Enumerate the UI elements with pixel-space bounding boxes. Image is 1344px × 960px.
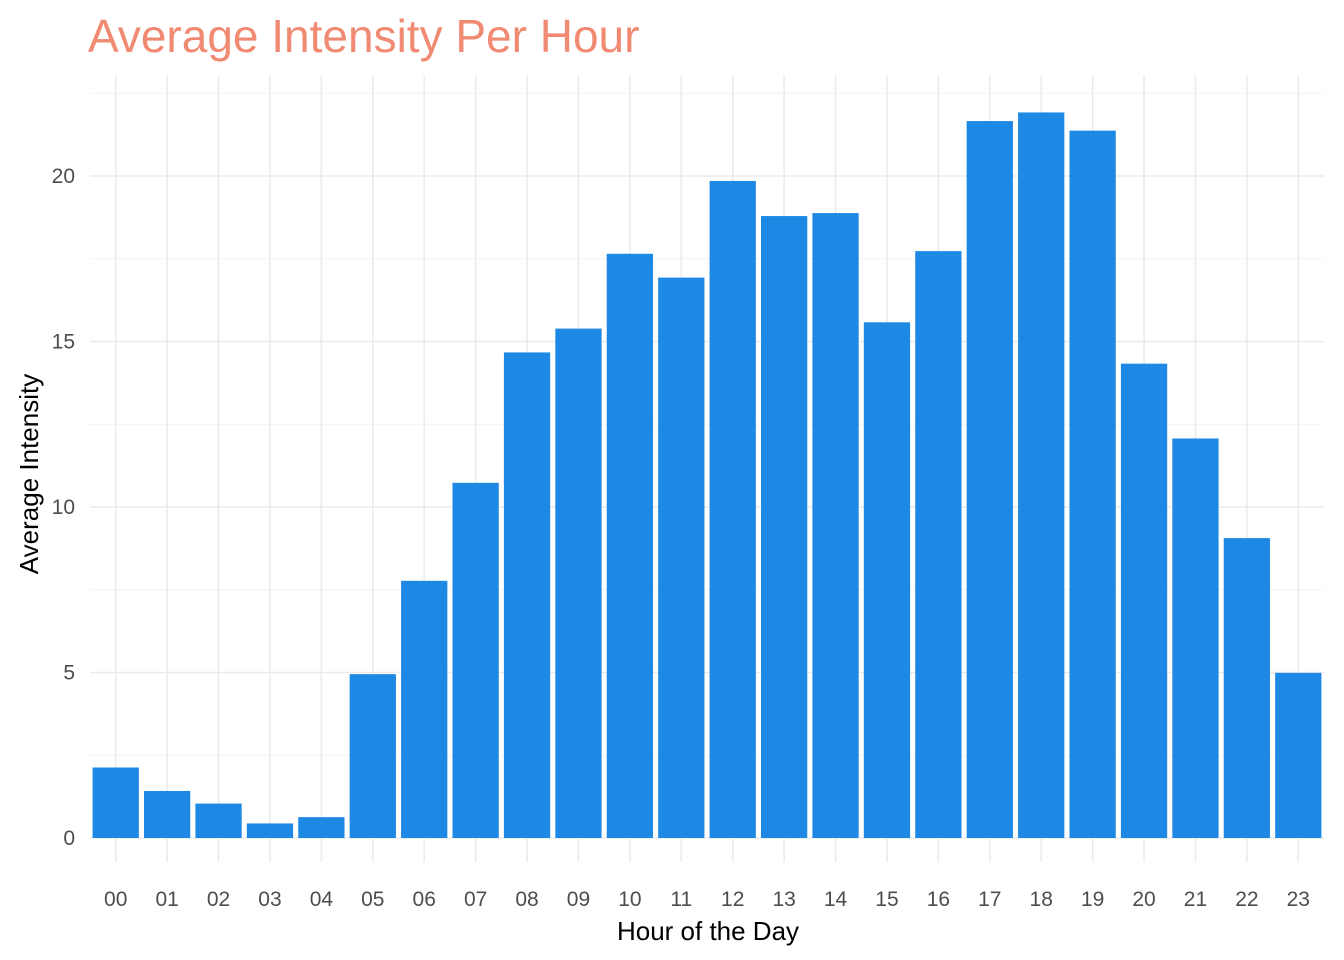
x-tick-label: 12 xyxy=(721,888,744,911)
x-tick-label: 03 xyxy=(258,888,281,911)
x-tick-label: 04 xyxy=(310,888,334,911)
x-tick-label: 09 xyxy=(567,888,590,911)
x-tick-label: 21 xyxy=(1184,888,1207,911)
x-tick-label: 06 xyxy=(413,888,436,911)
bar-21 xyxy=(1172,438,1219,838)
chart-title: Average Intensity Per Hour xyxy=(88,10,639,62)
x-axis-title: Hour of the Day xyxy=(617,916,799,946)
x-tick-label: 16 xyxy=(927,888,950,911)
bar-20 xyxy=(1120,363,1168,838)
bar-16 xyxy=(915,251,962,839)
x-tick-label: 01 xyxy=(155,888,178,911)
y-tick-label: 15 xyxy=(52,331,75,354)
bar-15 xyxy=(863,322,911,838)
bar-07 xyxy=(452,482,499,838)
bar-00 xyxy=(92,767,139,838)
x-tick-label: 02 xyxy=(207,888,230,911)
x-tick-label: 20 xyxy=(1132,888,1155,911)
y-axis-title: Average Intensity xyxy=(14,374,44,574)
x-tick-label: 19 xyxy=(1081,888,1104,911)
bar-03 xyxy=(246,823,294,838)
x-tick-label: 22 xyxy=(1235,888,1258,911)
x-tick-label: 23 xyxy=(1287,888,1310,911)
bar-17 xyxy=(966,121,1013,838)
x-tick-label: 17 xyxy=(978,888,1001,911)
x-tick-label: 08 xyxy=(515,888,538,911)
bar-13 xyxy=(760,216,808,838)
bar-11 xyxy=(658,277,705,838)
x-tick-label: 10 xyxy=(618,888,641,911)
bar-09 xyxy=(555,328,602,838)
x-tick-label: 11 xyxy=(670,888,692,911)
x-tick-label: 15 xyxy=(875,888,898,911)
x-tick-label: 07 xyxy=(464,888,487,911)
bar-18 xyxy=(1018,112,1065,838)
bar-22 xyxy=(1223,538,1271,838)
bar-05 xyxy=(349,674,396,838)
bar-12 xyxy=(709,180,756,839)
bar-14 xyxy=(812,213,859,838)
bar-01 xyxy=(143,790,191,838)
bars xyxy=(92,112,1322,839)
y-axis-tick-labels: 0 5 10 15 20 xyxy=(52,165,75,850)
x-axis-tick-labels: 00 01 02 03 04 05 06 07 08 09 10 11 12 13 14 15 16 17 18 19… xyxy=(104,888,1310,911)
bar-08 xyxy=(503,352,551,838)
x-tick-label: 13 xyxy=(772,888,795,911)
y-tick-label: 10 xyxy=(52,496,75,519)
y-tick-label: 0 xyxy=(63,827,75,850)
x-tick-label: 05 xyxy=(361,888,384,911)
bar-23 xyxy=(1275,672,1322,838)
x-tick-label: 00 xyxy=(104,888,127,911)
y-tick-label: 5 xyxy=(63,662,75,685)
x-tick-label: 18 xyxy=(1030,888,1053,911)
y-tick-label: 20 xyxy=(52,165,75,188)
bar-10 xyxy=(606,253,654,838)
x-tick-label: 14 xyxy=(824,888,848,911)
bar-02 xyxy=(195,803,242,838)
bar-04 xyxy=(298,817,345,838)
bar-19 xyxy=(1069,130,1116,838)
bar-06 xyxy=(401,580,448,838)
